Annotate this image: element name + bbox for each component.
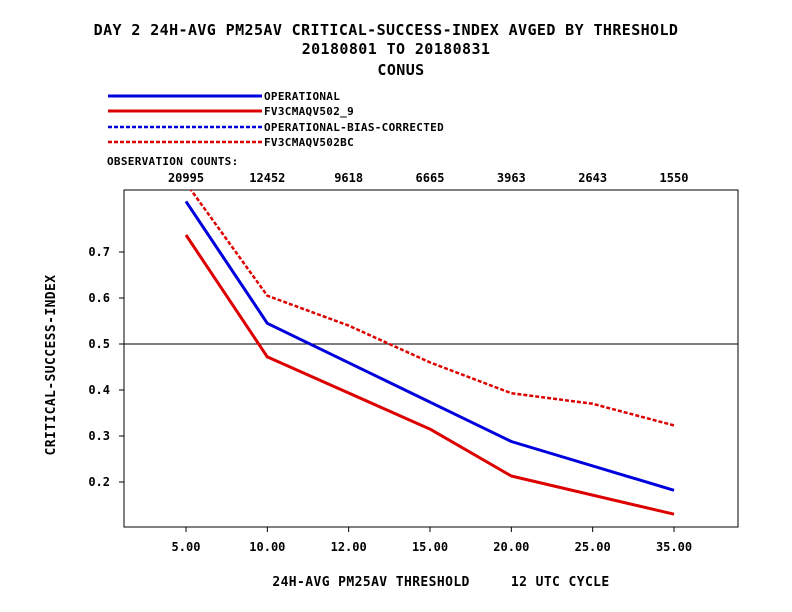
observation-count: 6665 [416, 171, 445, 185]
series-line-fv3cmaqv502-9 [184, 234, 675, 516]
observation-count: 2643 [578, 171, 607, 185]
chart-title-line3: CONUS [377, 61, 424, 79]
legend-label-operational: OPERATIONAL [264, 90, 340, 103]
y-tick-label: 0.5 [88, 337, 110, 351]
x-tick-label: 12.00 [331, 540, 367, 554]
x-tick-label: 10.00 [249, 540, 285, 554]
y-axis-label: CRITICAL-SUCCESS-INDEX [44, 275, 59, 456]
observation-count: 9618 [334, 171, 363, 185]
legend-label-fv3cmaqv502-9: FV3CMAQV502_9 [264, 105, 354, 118]
plot-frame [123, 189, 739, 528]
series-line-fv3cmaqv502bc [189, 190, 675, 427]
x-tick-label: 15.00 [412, 540, 448, 554]
observation-counts-label: OBSERVATION COUNTS: [107, 155, 239, 168]
legend-label-operational-bias-corrected: OPERATIONAL-BIAS-CORRECTED [264, 121, 444, 134]
chart-title-line2: 20180801 TO 20180831 [302, 40, 491, 58]
observation-counts: 20995 12452 9618 6665 3963 2643 1550 [168, 171, 689, 185]
legend-label-fv3cmaqv502bc: FV3CMAQV502BC [264, 136, 354, 149]
y-tick-label: 0.4 [88, 383, 110, 397]
y-axis-ticks: 0.2 0.3 0.4 0.5 0.6 0.7 [88, 245, 124, 489]
observation-count: 20995 [168, 171, 204, 185]
chart-title-line1: DAY 2 24H-AVG PM25AV CRITICAL-SUCCESS-IN… [94, 21, 679, 39]
x-tick-label: 25.00 [575, 540, 611, 554]
y-tick-label: 0.3 [88, 429, 110, 443]
legend: OPERATIONAL FV3CMAQV502_9 OPERATIONAL-BI… [108, 90, 444, 149]
observation-count: 1550 [660, 171, 689, 185]
series-line-operational [184, 200, 675, 492]
observation-count: 3963 [497, 171, 526, 185]
observation-count: 12452 [249, 171, 285, 185]
y-tick-label: 0.7 [88, 245, 110, 259]
x-tick-label: 5.00 [172, 540, 201, 554]
y-tick-label: 0.2 [88, 475, 110, 489]
series-lines [184, 190, 675, 516]
x-tick-label: 20.00 [493, 540, 529, 554]
x-axis-label: 24H-AVG PM25AV THRESHOLD 12 UTC CYCLE [272, 575, 609, 590]
y-tick-label: 0.6 [88, 291, 110, 305]
x-tick-label: 35.00 [656, 540, 692, 554]
x-axis-ticks: 5.00 10.00 12.00 15.00 20.00 25.00 35.00 [172, 527, 692, 554]
